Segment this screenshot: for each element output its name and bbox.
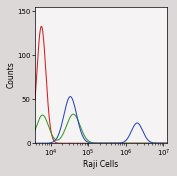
X-axis label: Raji Cells: Raji Cells (83, 160, 119, 169)
Y-axis label: Counts: Counts (7, 62, 16, 89)
